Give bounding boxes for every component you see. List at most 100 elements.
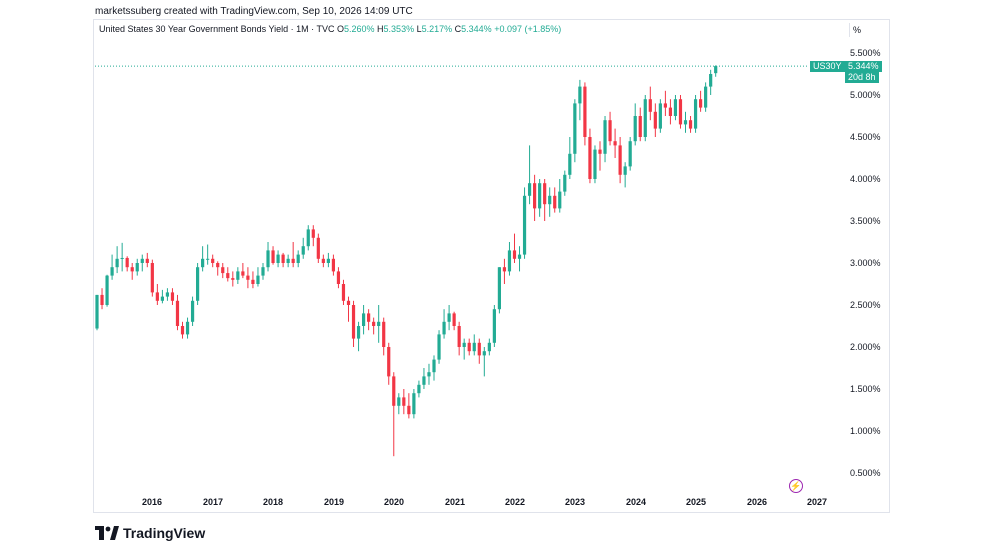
candle-body: [150, 263, 154, 293]
candle-body: [548, 195, 552, 205]
x-tick-label: 2018: [263, 497, 283, 507]
symbol-title[interactable]: United States 30 Year Government Bonds Y…: [99, 24, 335, 34]
y-tick-label: 2.000%: [850, 342, 881, 352]
candle-body: [241, 271, 245, 276]
candle-body: [387, 347, 391, 377]
candle-body: [125, 257, 129, 268]
candle-body: [346, 300, 351, 305]
candle-body: [105, 275, 109, 305]
candle-body: [422, 376, 426, 385]
candle-body: [286, 258, 290, 263]
candle-body: [563, 174, 567, 192]
candle-body: [246, 275, 250, 280]
candle-body: [145, 258, 149, 263]
candle-body: [382, 321, 386, 347]
x-tick-label: 2016: [142, 497, 162, 507]
candle-body: [628, 141, 632, 167]
candle-body: [512, 250, 517, 259]
candle-body: [296, 254, 300, 263]
low-label: L: [416, 24, 422, 34]
candle-body: [432, 359, 436, 373]
candle-body: [442, 321, 446, 335]
y-tick-label: 4.000%: [850, 174, 881, 184]
candle-body: [593, 149, 597, 179]
lightning-icon[interactable]: ⚡: [789, 479, 803, 493]
candle-body: [185, 321, 190, 335]
candle-body: [472, 342, 476, 352]
candle-body: [130, 267, 134, 272]
high-label: H: [377, 24, 384, 34]
candle-body: [110, 267, 114, 276]
x-tick-label: 2023: [565, 497, 585, 507]
candle-body: [709, 74, 713, 87]
chart-attribution: marketssuberg created with TradingView.c…: [95, 6, 413, 17]
candle-body: [140, 258, 144, 263]
open-value: 5.260%: [344, 24, 375, 34]
candle-body: [538, 183, 542, 209]
candle-body: [533, 183, 537, 209]
percent-scale-button[interactable]: %: [849, 23, 881, 37]
candle-body: [281, 254, 285, 263]
tradingview-logo[interactable]: TradingView: [95, 525, 205, 541]
x-tick-label: 2019: [324, 497, 344, 507]
candle-body: [160, 296, 164, 301]
candle-body: [688, 120, 693, 129]
candle-body: [291, 258, 295, 263]
candle-body: [502, 267, 507, 272]
candle-body: [216, 263, 220, 268]
candle-body: [497, 267, 501, 310]
candle-body: [417, 384, 421, 394]
candle-body: [276, 254, 280, 263]
x-tick-label: 2017: [203, 497, 223, 507]
last-price-tag: 5.344%: [845, 61, 882, 72]
candle-body: [623, 166, 627, 175]
x-tick-label: 2027: [807, 497, 827, 507]
candle-body: [206, 258, 210, 260]
candle-body: [598, 149, 602, 154]
candle-body: [120, 257, 124, 259]
candle-body: [221, 267, 225, 274]
open-label: O: [336, 24, 344, 34]
candle-body: [135, 263, 139, 272]
candle-body: [457, 326, 461, 347]
candle-body: [407, 405, 411, 415]
candle-body: [573, 103, 577, 154]
candle-body: [482, 351, 486, 356]
close-label: C: [454, 24, 462, 34]
candle-body: [377, 321, 381, 326]
candle-body: [618, 145, 622, 175]
candle-body: [447, 313, 451, 322]
candle-body: [588, 137, 592, 179]
candle-body: [568, 153, 572, 175]
bar-countdown-tag: 20d 8h: [845, 72, 879, 83]
candle-body: [100, 294, 104, 305]
y-tick-label: 1.000%: [850, 426, 881, 436]
candle-body: [266, 250, 270, 268]
candle-body: [321, 258, 325, 263]
candle-body: [658, 103, 662, 129]
candle-body: [165, 292, 170, 297]
candle-body: [301, 246, 305, 255]
high-value: 5.353%: [383, 24, 415, 34]
candle-body: [487, 342, 491, 352]
candle-body: [231, 278, 235, 280]
candle-body: [211, 258, 215, 263]
y-tick-label: 5.000%: [850, 90, 881, 100]
symbol-price-tag: US30Y: [810, 61, 845, 72]
candle-body: [341, 284, 346, 301]
candle-body: [316, 237, 320, 259]
candle-body: [668, 107, 673, 116]
candle-body: [699, 99, 703, 108]
candle-body: [326, 258, 330, 263]
candle-body: [311, 229, 315, 238]
candle-body: [613, 141, 617, 146]
candle-body: [553, 195, 557, 209]
candle-body: [693, 99, 698, 129]
candle-body: [704, 86, 708, 108]
candle-body: [226, 273, 230, 279]
candle-body: [261, 267, 265, 276]
candle-body: [578, 86, 582, 104]
candle-body: [648, 99, 652, 112]
candle-body: [180, 326, 185, 335]
